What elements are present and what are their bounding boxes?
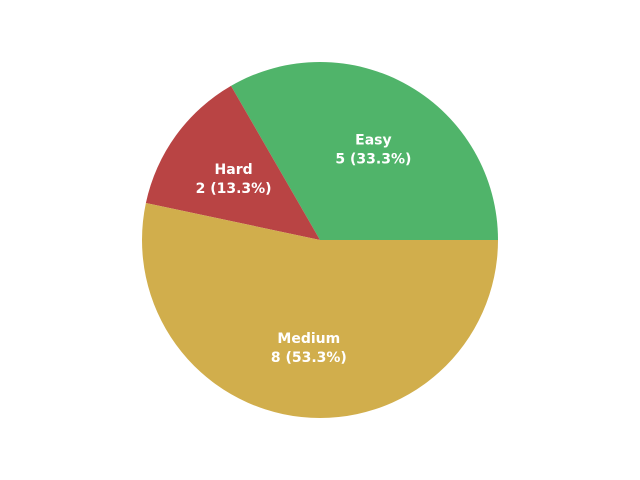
pie-labels: Easy 5 (33.3%) Hard 2 (13.3%) Medium 8 (53.3%… [196, 133, 412, 367]
pie-slice-hard [145, 85, 320, 241]
pie-slice-easy [231, 62, 498, 240]
slice-value-hard: 2 (13.3%) [196, 181, 272, 197]
pie-slice-medium [142, 202, 498, 418]
slice-label-hard: Hard [215, 162, 253, 178]
slice-label-medium: Medium [277, 331, 340, 347]
slice-label-easy: Easy [355, 133, 391, 149]
slice-value-medium: 8 (53.3%) [271, 350, 347, 366]
pie-slices [142, 62, 498, 418]
slice-value-easy: 5 (33.3%) [335, 152, 411, 168]
